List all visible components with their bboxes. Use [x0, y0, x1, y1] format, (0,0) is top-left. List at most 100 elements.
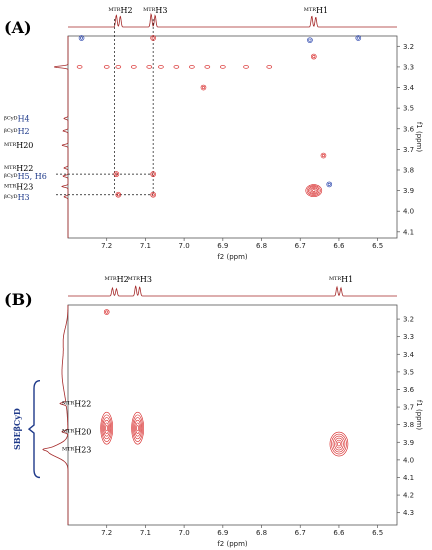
cross-peak: [220, 65, 226, 69]
cross-peak: [78, 35, 85, 41]
x-tick-label: 6.6: [333, 242, 345, 250]
cross-peak: [158, 65, 164, 69]
y-tick-label: 3.4: [403, 84, 415, 92]
y-tick-label: 3.4: [403, 351, 415, 359]
cross-peak: [355, 35, 362, 41]
cross-peak: [105, 425, 109, 432]
x-tick-label: 6.9: [217, 242, 228, 250]
panel-b: (B) 7.2 7.1 7.0 6.9 6.8 6.7 6.6 6.5 f2 (ppm) 3.2 3.…: [4, 275, 423, 548]
sbe-bracket: [27, 379, 41, 479]
panel-label: (A): [4, 18, 32, 37]
cross-peak: [114, 172, 118, 176]
cross-peak: [334, 437, 344, 451]
bracket-label: SBEβCyD: [12, 408, 22, 450]
cross-peak: [131, 411, 144, 445]
x-axis-label: f2 (ppm): [217, 540, 248, 548]
y-tick-label: 3.7: [403, 146, 414, 154]
cross-peak: [133, 417, 142, 440]
plot-frame: [67, 304, 398, 526]
left-peak-label: βCyDH3: [4, 193, 30, 202]
y-tick-label: 4.3: [403, 509, 414, 517]
cross-peak: [329, 431, 349, 457]
cross-peak: [132, 414, 143, 442]
cross-peak: [104, 422, 110, 434]
left-peak-label: βCyDH4: [4, 114, 30, 123]
cross-peak: [101, 414, 113, 442]
cross-peak: [105, 310, 109, 314]
cross-peak: [312, 55, 316, 59]
cross-peak: [151, 172, 155, 176]
y-tick-label: 3.2: [403, 43, 414, 51]
cross-peak: [356, 36, 360, 40]
x-tick-label: 6.6: [333, 529, 345, 537]
y-tick-label: 3.9: [403, 439, 414, 447]
y-tick-label: 3.5: [403, 105, 414, 113]
left-peak-label: MTRH23: [62, 445, 91, 454]
cross-peak: [266, 65, 273, 69]
x-tick-label: 7.2: [101, 242, 112, 250]
x-tick-label: 7.0: [179, 242, 190, 250]
y-tick-label: 3.9: [403, 187, 414, 195]
cross-peak: [103, 65, 110, 69]
cross-peak: [134, 419, 141, 437]
cross-peak: [335, 439, 343, 449]
y-tick-label: 3.6: [403, 125, 415, 133]
left-peak-label: MTRH23: [4, 182, 33, 191]
y-tick-label: 4.2: [403, 492, 414, 500]
cross-peak: [327, 182, 331, 186]
cross-peak: [307, 37, 313, 43]
cross-peak: [309, 187, 319, 194]
cross-peak: [326, 181, 333, 188]
left-peak-label: MTRH20: [62, 428, 91, 437]
cross-peak: [337, 441, 341, 447]
plot-frame: [67, 35, 398, 239]
x-tick-label: 6.7: [295, 529, 306, 537]
cross-peak: [332, 435, 346, 453]
top-peak-label: MTRH1: [329, 275, 353, 284]
cross-peak: [136, 425, 139, 432]
cross-peak: [150, 171, 156, 177]
y-tick-label: 4.1: [403, 228, 414, 236]
top-spectrum: [68, 285, 397, 297]
left-spectrum: [53, 36, 69, 238]
x-tick-label: 6.9: [217, 529, 228, 537]
y-tick-label: 4.0: [403, 456, 414, 464]
left-spectrum: [42, 305, 69, 525]
cross-peak: [243, 65, 249, 69]
cross-peak: [310, 53, 317, 60]
x-tick-label: 6.8: [256, 242, 267, 250]
cross-peak: [76, 65, 83, 69]
cross-peak: [173, 65, 180, 69]
cross-peak: [151, 36, 155, 40]
y-tick-label: 3.5: [403, 368, 414, 376]
x-tick-label: 7.0: [179, 529, 190, 537]
panel-label: (B): [4, 290, 33, 309]
cross-peak: [150, 35, 156, 41]
cross-peak: [320, 152, 327, 159]
top-peak-label: MTRH2: [104, 275, 128, 284]
x-tick-label: 6.5: [372, 242, 383, 250]
y-tick-label: 3.2: [403, 316, 414, 324]
x-axis-label: f2 (ppm): [217, 253, 248, 261]
cross-peak: [189, 65, 195, 69]
cross-peak: [116, 193, 120, 197]
cross-peak: [308, 38, 312, 42]
cross-peak: [102, 417, 112, 440]
x-tick-label: 7.2: [101, 529, 112, 537]
cross-peak: [103, 419, 111, 437]
panel-a: (A) 7.2 7.1 7.0 6.9 6.8 6.7 6.6 6.5 f2 (ppm) 3.2 3.…: [4, 6, 423, 261]
left-peak-label: MTRH22: [4, 164, 33, 173]
x-tick-label: 6.5: [372, 529, 383, 537]
cross-peak: [204, 65, 211, 69]
x-tick-label: 7.1: [140, 242, 151, 250]
left-peak-label: βCyDH5, H6: [4, 172, 47, 181]
cross-peak: [306, 185, 321, 196]
y-axis-label: f1 (ppm): [415, 400, 423, 431]
cross-peak: [201, 85, 206, 90]
cross-peak: [310, 188, 317, 193]
cross-peak: [321, 154, 326, 158]
y-tick-label: 3.7: [403, 404, 414, 412]
top-peak-label: MTRH3: [143, 6, 167, 15]
cross-peak: [135, 422, 140, 434]
y-tick-label: 3.8: [403, 166, 414, 174]
